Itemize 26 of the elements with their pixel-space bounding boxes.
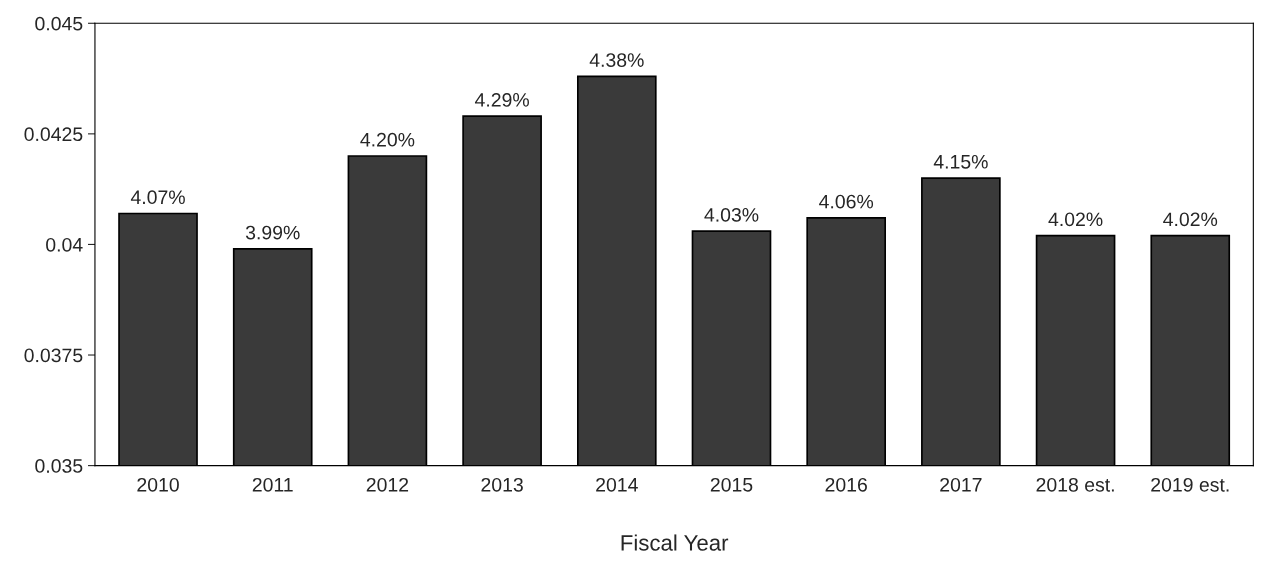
- data-label: 4.02%: [1163, 212, 1218, 227]
- x-tick-label: 2011: [252, 477, 293, 492]
- x-tick-label: 2019 est.: [1151, 477, 1229, 492]
- y-tick-label: 0.035: [35, 459, 83, 473]
- x-tick-label: 2010: [137, 477, 179, 492]
- data-label: 4.38%: [589, 53, 644, 67]
- data-label: 4.29%: [474, 93, 529, 107]
- x-tick-label: 2014: [596, 477, 638, 492]
- y-tick-label: 0.0425: [24, 127, 83, 142]
- data-label: 4.03%: [704, 208, 759, 222]
- x-tick-label: 2018 est.: [1036, 477, 1114, 492]
- y-tick-label: 0.045: [35, 16, 83, 31]
- x-axis-title: Fiscal Year: [621, 534, 729, 551]
- x-tick-label: 2013: [481, 477, 523, 492]
- data-label: 4.02%: [1048, 212, 1103, 227]
- y-tick-label: 0.0375: [24, 348, 83, 363]
- x-tick-label: 2012: [366, 477, 409, 492]
- data-label: 4.20%: [360, 132, 415, 147]
- x-tick-label: 2017: [940, 477, 982, 492]
- data-label: 4.07%: [130, 190, 185, 205]
- data-label: 3.99%: [245, 225, 300, 240]
- data-label: 4.06%: [819, 194, 874, 209]
- data-label: 4.15%: [933, 155, 988, 169]
- y-tick-label: 0.04: [46, 237, 83, 252]
- x-tick-label: 2015: [710, 477, 753, 492]
- x-tick-label: 2016: [825, 477, 867, 492]
